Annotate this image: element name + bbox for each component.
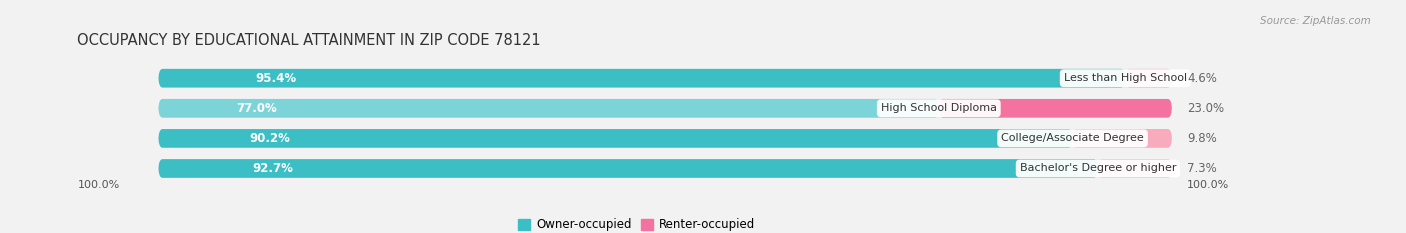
Text: 90.2%: 90.2% [250, 132, 291, 145]
Text: 92.7%: 92.7% [252, 162, 294, 175]
Text: Less than High School: Less than High School [1064, 73, 1187, 83]
Text: High School Diploma: High School Diploma [880, 103, 997, 113]
FancyBboxPatch shape [1098, 159, 1173, 178]
FancyBboxPatch shape [159, 129, 1173, 148]
Text: 23.0%: 23.0% [1187, 102, 1225, 115]
Text: OCCUPANCY BY EDUCATIONAL ATTAINMENT IN ZIP CODE 78121: OCCUPANCY BY EDUCATIONAL ATTAINMENT IN Z… [77, 32, 541, 48]
FancyBboxPatch shape [159, 69, 1125, 88]
Text: 100.0%: 100.0% [77, 180, 120, 190]
FancyBboxPatch shape [1125, 69, 1173, 88]
Text: 7.3%: 7.3% [1187, 162, 1216, 175]
Legend: Owner-occupied, Renter-occupied: Owner-occupied, Renter-occupied [519, 218, 755, 231]
FancyBboxPatch shape [1073, 129, 1173, 148]
FancyBboxPatch shape [159, 99, 939, 118]
FancyBboxPatch shape [159, 99, 1173, 118]
Text: 4.6%: 4.6% [1187, 72, 1218, 85]
Text: Bachelor's Degree or higher: Bachelor's Degree or higher [1019, 164, 1177, 174]
Text: 9.8%: 9.8% [1187, 132, 1216, 145]
Text: 95.4%: 95.4% [254, 72, 297, 85]
FancyBboxPatch shape [159, 159, 1173, 178]
FancyBboxPatch shape [159, 129, 1073, 148]
Text: 100.0%: 100.0% [1187, 180, 1229, 190]
FancyBboxPatch shape [159, 69, 1173, 88]
FancyBboxPatch shape [939, 99, 1173, 118]
Text: Source: ZipAtlas.com: Source: ZipAtlas.com [1260, 16, 1371, 26]
Text: 77.0%: 77.0% [236, 102, 277, 115]
Text: College/Associate Degree: College/Associate Degree [1001, 133, 1144, 143]
FancyBboxPatch shape [159, 159, 1098, 178]
